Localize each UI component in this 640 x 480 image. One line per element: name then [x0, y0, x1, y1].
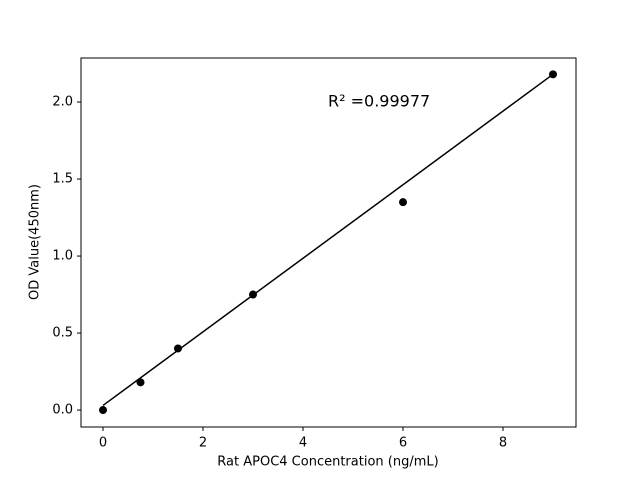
y-tick-label: 1.0 [52, 249, 73, 264]
y-tick-label: 1.5 [52, 172, 73, 187]
x-axis-label: Rat APOC4 Concentration (ng/mL) [217, 455, 438, 470]
data-point [399, 198, 407, 207]
plot-frame [80, 57, 577, 428]
y-axis-label: OD Value(450nm) [28, 184, 43, 300]
x-tick-label: 0 [99, 436, 107, 451]
y-tick-label: 2.0 [52, 95, 73, 110]
x-tick-label: 4 [299, 436, 307, 451]
data-point [136, 378, 145, 387]
fit-line [102, 73, 554, 407]
x-tick-label: 6 [399, 436, 407, 451]
y-tick-label: 0.5 [52, 326, 73, 341]
y-tick-label: 0.0 [52, 403, 73, 418]
x-tick-label: 8 [499, 436, 507, 451]
data-point [174, 344, 182, 353]
data-point [99, 406, 107, 415]
x-tick-label: 2 [199, 436, 207, 451]
r-squared-annotation: R² =0.99977 [328, 92, 430, 111]
